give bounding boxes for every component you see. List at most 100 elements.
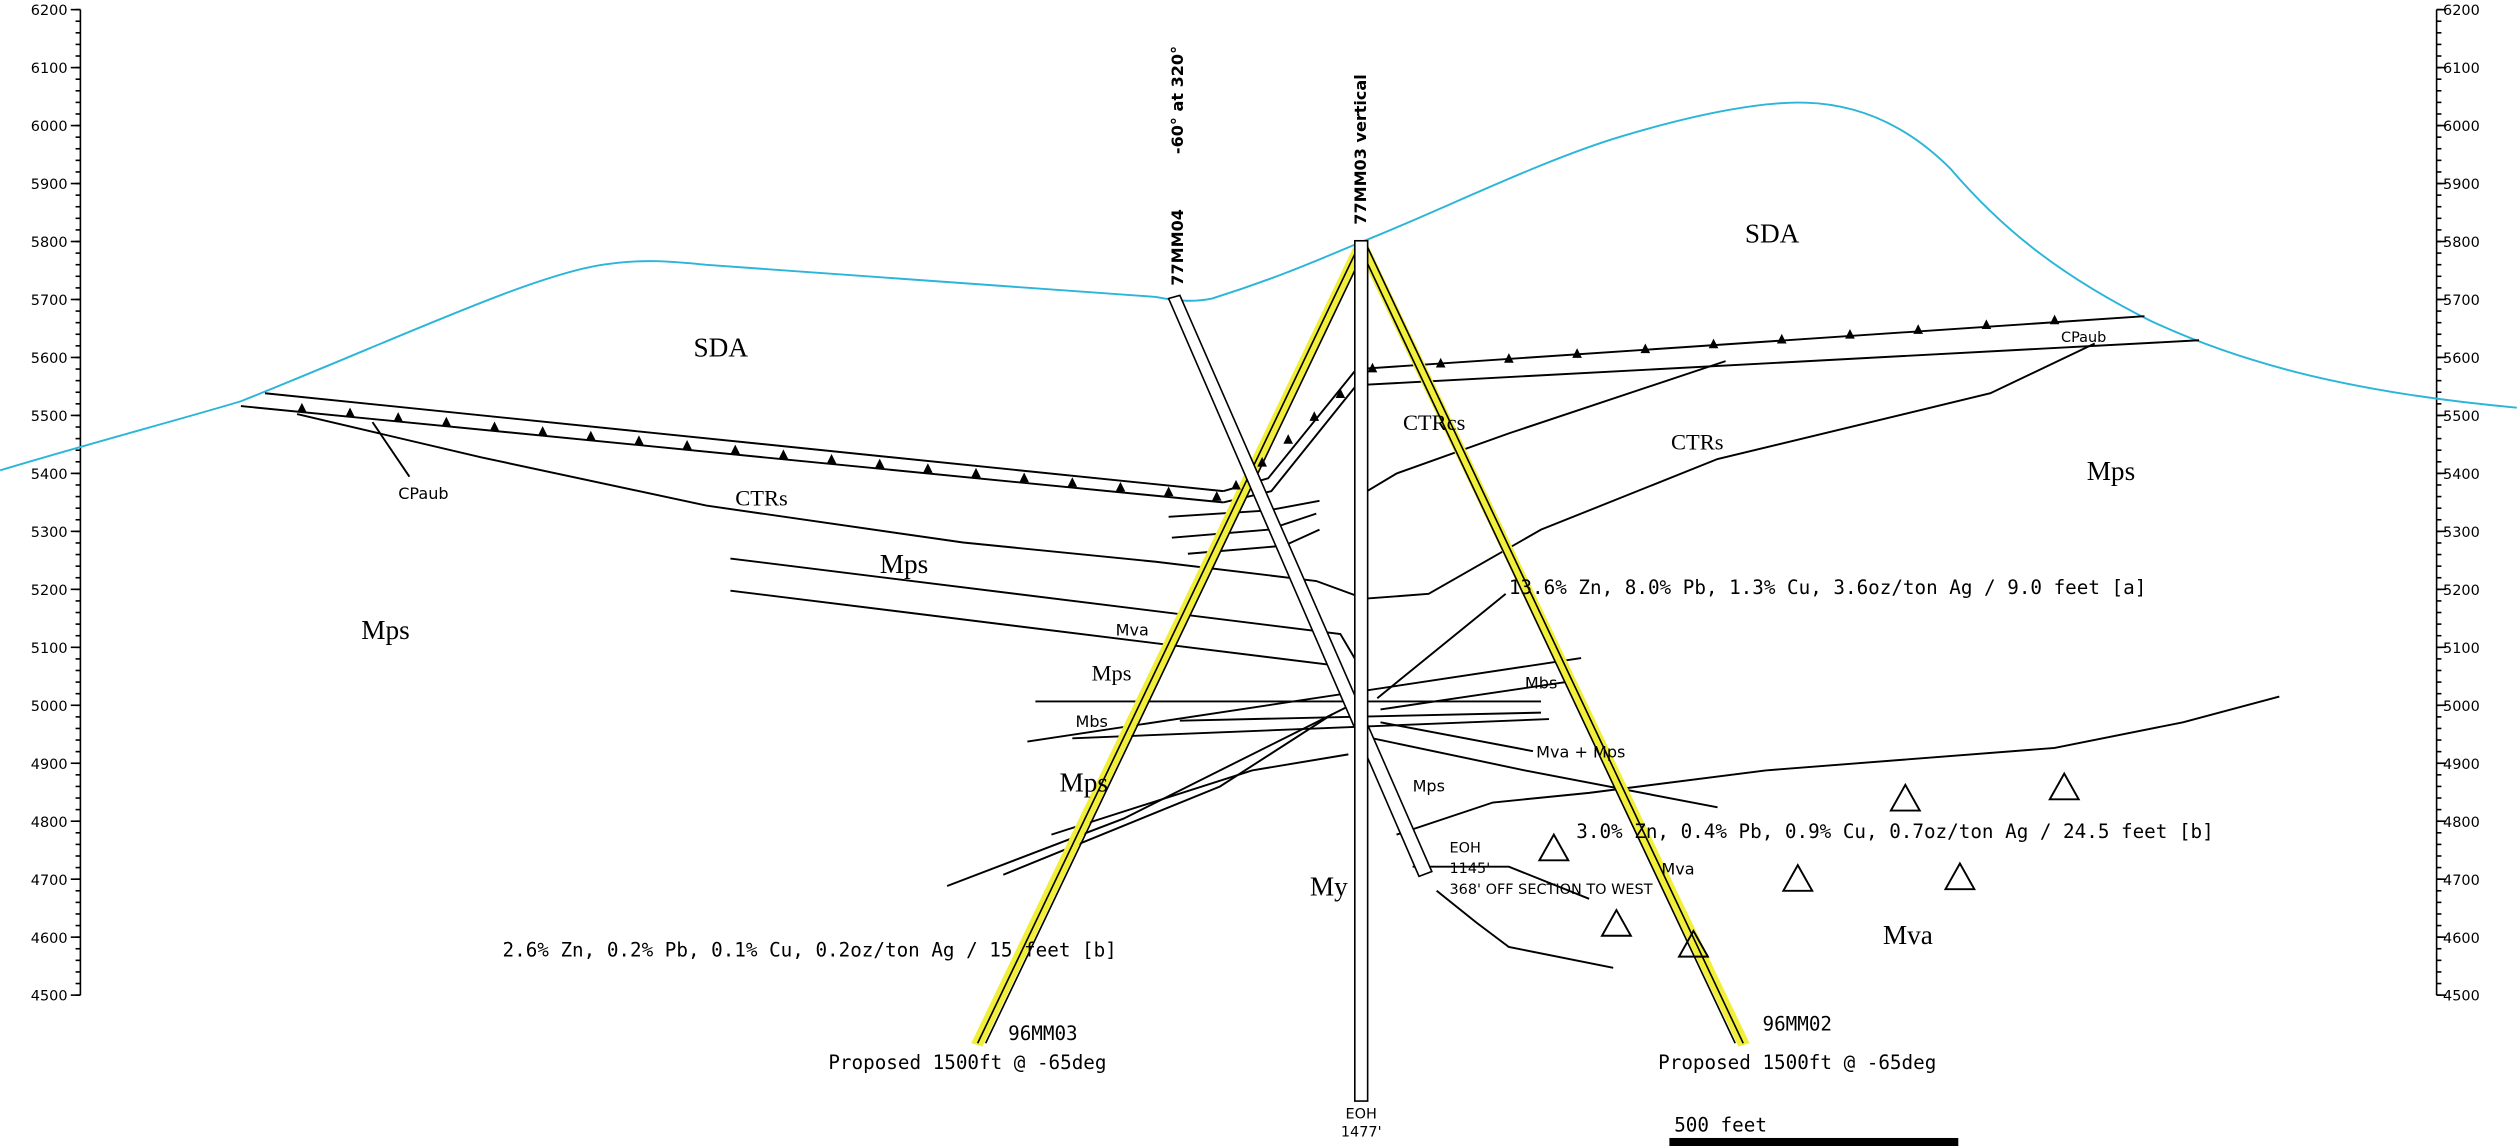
unit-label: Mps bbox=[361, 615, 410, 645]
contact bbox=[1436, 890, 1614, 969]
tooth bbox=[1211, 491, 1222, 501]
tooth bbox=[971, 467, 981, 478]
contact bbox=[730, 589, 1341, 668]
tick-label: 4800 bbox=[31, 815, 68, 831]
triangle bbox=[1537, 832, 1570, 862]
topography bbox=[0, 101, 2517, 472]
tick-label: 6000 bbox=[2443, 119, 2480, 135]
tooth bbox=[1845, 329, 1855, 339]
contact bbox=[1355, 360, 1726, 499]
tick-label: 5600 bbox=[2443, 351, 2480, 367]
proposed-name: 96MM02 bbox=[1762, 1012, 1832, 1035]
tooth bbox=[778, 449, 789, 459]
proposed-name: 96MM03 bbox=[1008, 1022, 1078, 1045]
tick-label: 6200 bbox=[2443, 3, 2480, 19]
contact bbox=[1396, 695, 2280, 836]
tick-label: 4700 bbox=[31, 873, 68, 889]
tick-label: 6100 bbox=[31, 61, 68, 77]
tick-label: 4900 bbox=[2443, 757, 2480, 773]
tick-label: 5900 bbox=[2443, 177, 2480, 193]
scale-label: 500 feet bbox=[1674, 1114, 1767, 1137]
unit-label: Mva bbox=[1661, 860, 1694, 879]
contact bbox=[730, 557, 1358, 662]
unit-label: My bbox=[1310, 872, 1348, 902]
tick-label: 5100 bbox=[31, 641, 68, 657]
arrows bbox=[371, 421, 1566, 753]
contact bbox=[1187, 528, 1320, 555]
contact bbox=[1372, 737, 1718, 809]
tooth bbox=[1367, 362, 1378, 373]
proposed-hole bbox=[984, 253, 1364, 1044]
tooth bbox=[489, 421, 500, 432]
contact bbox=[1051, 753, 1349, 836]
contact bbox=[946, 705, 1349, 887]
tooth bbox=[1913, 324, 1923, 334]
assay-text: 3.0% Zn, 0.4% Pb, 0.9% Cu, 0.7oz/ton Ag … bbox=[1576, 820, 2213, 843]
triangle bbox=[1781, 863, 1814, 892]
tooth bbox=[1572, 348, 1582, 358]
scale-bar bbox=[1669, 1137, 1959, 1146]
hole-note: 368' OFF SECTION TO WEST bbox=[1450, 882, 1653, 898]
tick-label: 5700 bbox=[2443, 293, 2480, 309]
unit-label: Mps bbox=[880, 549, 929, 579]
triangle bbox=[1600, 908, 1633, 937]
unit-label: Mbs bbox=[1525, 674, 1557, 693]
tick-label: 4900 bbox=[31, 757, 68, 773]
triangle bbox=[1677, 928, 1710, 958]
tooth bbox=[1163, 486, 1174, 497]
tooth bbox=[826, 453, 837, 464]
thrust-teeth bbox=[297, 314, 2060, 501]
triangle bbox=[2048, 771, 2081, 801]
tick-label: 6000 bbox=[31, 119, 68, 135]
unit-label: SDA bbox=[1745, 218, 1800, 248]
tick-label: 5000 bbox=[2443, 699, 2480, 715]
tick-label: 5100 bbox=[2443, 641, 2480, 657]
contact bbox=[296, 342, 2096, 600]
unit-label: CTRs bbox=[735, 486, 787, 511]
tooth bbox=[1640, 343, 1651, 354]
drillhole bbox=[1354, 239, 1369, 1102]
tooth bbox=[345, 407, 355, 418]
tooth bbox=[1504, 353, 1514, 363]
fault-line bbox=[1356, 339, 2200, 387]
tooth bbox=[923, 463, 933, 473]
hole-name: 77MM03 vertical bbox=[1351, 74, 1370, 224]
tick-label: 5400 bbox=[2443, 467, 2480, 483]
arrow bbox=[371, 421, 411, 478]
eoh: EOH bbox=[1346, 1107, 1377, 1123]
assay-text: 2.6% Zn, 0.2% Pb, 0.1% Cu, 0.2oz/ton Ag … bbox=[503, 939, 1117, 962]
proposed-hole bbox=[1362, 253, 1736, 1044]
hole-name: 77MM04 bbox=[1168, 209, 1187, 286]
elevation-axes: 4500 4500 4600 4600 4700 4700 4800 4800 4900 4900… bbox=[31, 3, 2480, 1004]
tooth bbox=[1231, 479, 1241, 490]
unit-label: Mbs bbox=[1076, 712, 1108, 731]
arrow bbox=[1376, 593, 1507, 699]
tooth bbox=[537, 426, 548, 436]
tooth bbox=[1435, 357, 1446, 368]
arrow bbox=[1380, 721, 1534, 753]
eoh-depth: 1145' bbox=[1450, 861, 1491, 877]
eoh-depth: 1477' bbox=[1341, 1124, 1382, 1140]
tooth bbox=[1067, 477, 1078, 487]
tick-label: 5600 bbox=[31, 351, 68, 367]
contact bbox=[1027, 657, 1582, 743]
tooth bbox=[1283, 434, 1294, 444]
tick-label: 5200 bbox=[31, 583, 68, 599]
fault-line bbox=[264, 392, 1224, 493]
hole-orientation: -60° at 320° bbox=[1168, 46, 1187, 154]
tooth bbox=[585, 430, 596, 441]
tooth bbox=[1981, 319, 1992, 330]
fault-line bbox=[1356, 315, 2145, 371]
tick-label: 5800 bbox=[31, 235, 68, 251]
tooth bbox=[393, 412, 404, 422]
contact bbox=[1171, 512, 1317, 539]
triangle bbox=[1889, 782, 1922, 812]
unit-label: CTRs bbox=[1671, 429, 1723, 454]
tick-label: 5200 bbox=[2443, 583, 2480, 599]
tick-label: 5500 bbox=[31, 409, 68, 425]
unit-label: SDA bbox=[694, 332, 749, 362]
unit-label: Mva bbox=[1116, 621, 1149, 640]
drillholes bbox=[971, 239, 1750, 1102]
tick-label: 5300 bbox=[2443, 525, 2480, 541]
tooth bbox=[1335, 388, 1346, 399]
